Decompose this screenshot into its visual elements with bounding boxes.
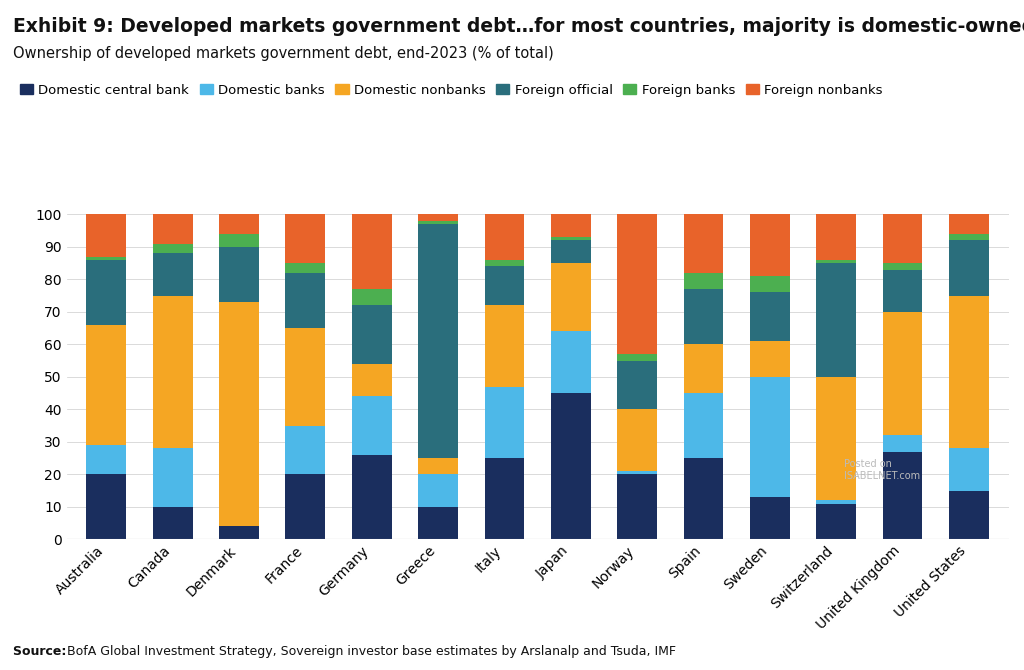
Bar <box>684 289 723 344</box>
Bar <box>153 507 193 539</box>
Bar <box>418 214 458 221</box>
Bar <box>484 458 524 539</box>
Bar <box>153 253 193 295</box>
Bar <box>816 214 856 260</box>
Bar <box>86 260 126 325</box>
Bar <box>816 377 856 500</box>
Bar <box>750 497 790 539</box>
Bar <box>684 273 723 289</box>
Bar <box>352 214 391 289</box>
Bar <box>86 474 126 539</box>
Bar <box>286 425 326 474</box>
Bar <box>551 393 591 539</box>
Bar <box>816 263 856 377</box>
Bar <box>484 260 524 267</box>
Bar <box>551 332 591 393</box>
Bar <box>750 276 790 292</box>
Bar <box>352 364 391 397</box>
Bar <box>816 504 856 539</box>
Text: Exhibit 9: Developed markets government debt…for most countries, majority is dom: Exhibit 9: Developed markets government … <box>13 17 1024 36</box>
Bar <box>418 224 458 458</box>
Bar <box>684 393 723 458</box>
Bar <box>418 507 458 539</box>
Bar <box>484 214 524 260</box>
Bar <box>949 241 989 295</box>
Bar <box>286 328 326 425</box>
Bar <box>86 214 126 257</box>
Bar <box>816 260 856 263</box>
Legend: Domestic central bank, Domestic banks, Domestic nonbanks, Foreign official, Fore: Domestic central bank, Domestic banks, D… <box>19 84 883 96</box>
Bar <box>551 237 591 241</box>
Bar <box>750 214 790 276</box>
Bar <box>352 455 391 539</box>
Bar <box>484 306 524 387</box>
Bar <box>418 221 458 224</box>
Bar <box>286 214 326 263</box>
Bar <box>617 354 657 360</box>
Bar <box>551 241 591 263</box>
Bar <box>219 214 259 234</box>
Bar <box>352 289 391 306</box>
Bar <box>617 471 657 474</box>
Bar <box>949 490 989 539</box>
Bar <box>286 273 326 328</box>
Bar <box>153 448 193 507</box>
Bar <box>617 214 657 354</box>
Bar <box>86 325 126 445</box>
Bar <box>750 292 790 341</box>
Bar <box>684 214 723 273</box>
Bar <box>949 448 989 490</box>
Bar <box>883 312 923 436</box>
Bar <box>219 527 259 539</box>
Bar <box>816 500 856 504</box>
Bar <box>219 234 259 247</box>
Bar <box>153 214 193 244</box>
Bar <box>949 214 989 234</box>
Bar <box>286 474 326 539</box>
Bar <box>86 257 126 260</box>
Bar <box>153 244 193 253</box>
Bar <box>883 436 923 452</box>
Bar <box>418 474 458 507</box>
Bar <box>883 263 923 269</box>
Bar <box>484 267 524 306</box>
Bar <box>684 344 723 393</box>
Bar <box>617 474 657 539</box>
Bar <box>286 263 326 273</box>
Bar <box>617 409 657 471</box>
Bar <box>617 360 657 409</box>
Bar <box>883 452 923 539</box>
Bar <box>750 341 790 377</box>
Bar <box>883 214 923 263</box>
Bar <box>484 387 524 458</box>
Bar <box>551 263 591 332</box>
Bar <box>949 234 989 241</box>
Text: Ownership of developed markets government debt, end-2023 (% of total): Ownership of developed markets governmen… <box>13 46 554 60</box>
Bar <box>219 302 259 527</box>
Bar <box>86 445 126 474</box>
Bar <box>352 306 391 364</box>
Bar <box>551 214 591 237</box>
Bar <box>883 269 923 312</box>
Bar <box>352 397 391 455</box>
Text: Posted on
ISABELNET.com: Posted on ISABELNET.com <box>844 459 920 481</box>
Bar <box>684 458 723 539</box>
Bar <box>219 247 259 302</box>
Bar <box>750 377 790 497</box>
Text: BofA Global Investment Strategy, Sovereign investor base estimates by Arslanalp : BofA Global Investment Strategy, Soverei… <box>67 645 676 658</box>
Text: Source:: Source: <box>13 645 71 658</box>
Bar <box>153 295 193 448</box>
Bar <box>418 458 458 474</box>
Bar <box>949 295 989 448</box>
